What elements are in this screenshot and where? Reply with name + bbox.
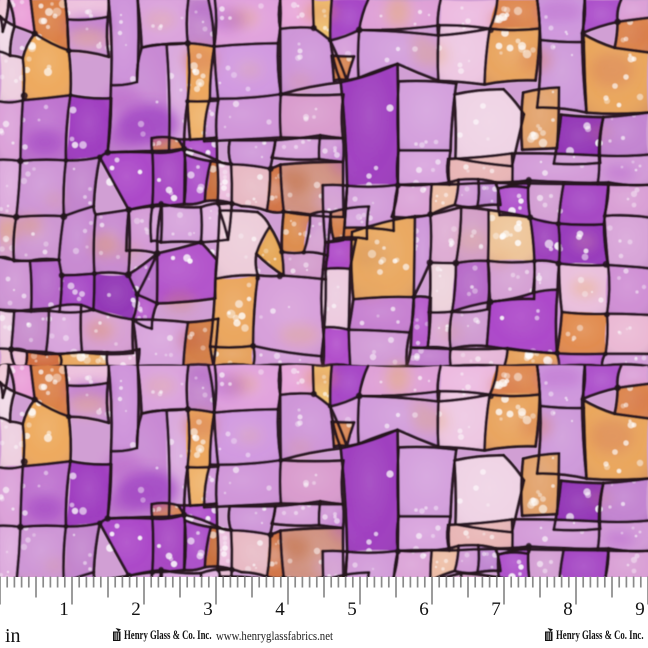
svg-text:6: 6: [419, 599, 429, 620]
svg-text:2: 2: [131, 599, 141, 620]
svg-text:3: 3: [203, 599, 213, 620]
svg-text:8: 8: [563, 599, 573, 620]
svg-text:1: 1: [59, 599, 69, 620]
svg-text:9: 9: [635, 599, 645, 620]
svg-text:4: 4: [275, 599, 285, 620]
svg-text:7: 7: [491, 599, 501, 620]
svg-text:5: 5: [347, 599, 357, 620]
